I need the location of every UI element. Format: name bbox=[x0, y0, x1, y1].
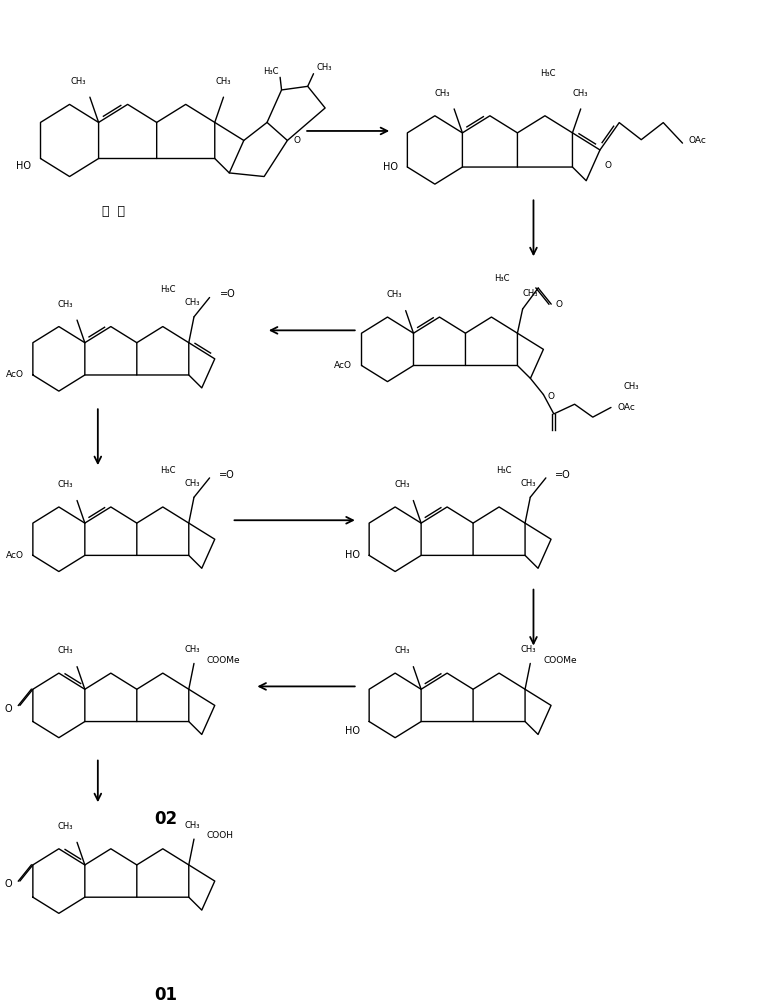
Text: COOH: COOH bbox=[207, 831, 234, 840]
Text: H₃C: H₃C bbox=[541, 69, 556, 78]
Text: CH₃: CH₃ bbox=[624, 382, 639, 391]
Text: CH₃: CH₃ bbox=[57, 822, 73, 831]
Text: HO: HO bbox=[345, 726, 360, 736]
Text: COOMe: COOMe bbox=[543, 656, 577, 665]
Text: CH₃: CH₃ bbox=[316, 63, 332, 72]
Text: CH₃: CH₃ bbox=[71, 77, 86, 86]
Text: CH₃: CH₃ bbox=[523, 289, 538, 298]
Text: H₃C: H₃C bbox=[497, 466, 512, 475]
Text: CH₃: CH₃ bbox=[57, 480, 73, 489]
Text: CH₃: CH₃ bbox=[394, 646, 409, 655]
Text: O: O bbox=[5, 704, 12, 714]
Text: AcO: AcO bbox=[5, 551, 23, 560]
Text: CH₃: CH₃ bbox=[521, 479, 536, 488]
Text: COOMe: COOMe bbox=[207, 656, 241, 665]
Text: HO: HO bbox=[383, 162, 398, 172]
Text: CH₃: CH₃ bbox=[521, 645, 536, 654]
Text: H₃C: H₃C bbox=[160, 466, 176, 475]
Text: OAc: OAc bbox=[688, 136, 706, 145]
Text: =O: =O bbox=[555, 470, 570, 480]
Text: O: O bbox=[5, 879, 12, 889]
Text: O: O bbox=[294, 136, 301, 145]
Text: CH₃: CH₃ bbox=[57, 646, 73, 655]
Text: CH₃: CH₃ bbox=[386, 290, 402, 299]
Text: CH₃: CH₃ bbox=[435, 89, 451, 98]
Text: CH₃: CH₃ bbox=[57, 300, 73, 309]
Text: HO: HO bbox=[345, 550, 360, 560]
Text: CH₃: CH₃ bbox=[185, 298, 200, 307]
Text: CH₃: CH₃ bbox=[185, 645, 200, 654]
Text: CH₃: CH₃ bbox=[185, 479, 200, 488]
Text: AcO: AcO bbox=[5, 370, 23, 379]
Text: =O: =O bbox=[218, 470, 235, 480]
Text: H₃C: H₃C bbox=[494, 274, 510, 283]
Text: HO: HO bbox=[16, 161, 31, 171]
Text: O: O bbox=[604, 161, 611, 170]
Text: OAc: OAc bbox=[617, 403, 635, 412]
Text: O: O bbox=[556, 300, 563, 309]
Text: H₃C: H₃C bbox=[160, 285, 176, 294]
Text: CH₃: CH₃ bbox=[185, 821, 200, 830]
Text: AcO: AcO bbox=[334, 361, 352, 370]
Text: 02: 02 bbox=[155, 810, 177, 828]
Text: CH₃: CH₃ bbox=[573, 89, 588, 98]
Text: 皮  素: 皮 素 bbox=[102, 205, 124, 218]
Text: O: O bbox=[548, 392, 555, 401]
Text: =O: =O bbox=[220, 289, 235, 299]
Text: 01: 01 bbox=[155, 986, 177, 1000]
Text: CH₃: CH₃ bbox=[394, 480, 409, 489]
Text: CH₃: CH₃ bbox=[216, 77, 232, 86]
Text: H₃C: H₃C bbox=[263, 67, 279, 76]
